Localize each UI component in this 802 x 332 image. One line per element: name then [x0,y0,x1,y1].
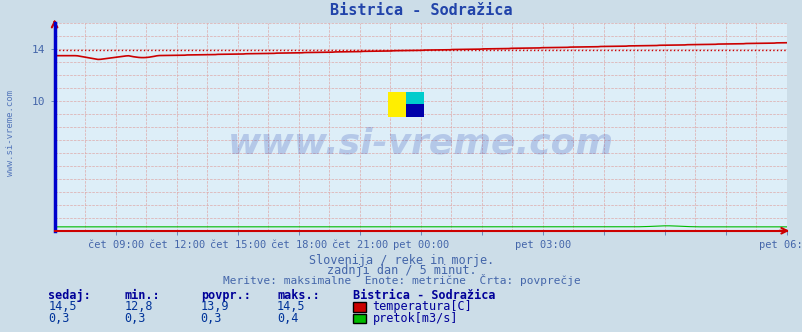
Text: maks.:: maks.: [277,289,319,302]
Text: 12,8: 12,8 [124,300,152,313]
Text: www.si-vreme.com: www.si-vreme.com [6,90,15,176]
Text: 13,9: 13,9 [200,300,229,313]
Text: sedaj:: sedaj: [48,289,91,302]
Bar [387,92,406,117]
Text: povpr.:: povpr.: [200,289,250,302]
Text: 14,5: 14,5 [277,300,305,313]
Text: min.:: min.: [124,289,160,302]
Text: Slovenija / reke in morje.: Slovenija / reke in morje. [309,254,493,267]
Text: 0,3: 0,3 [124,312,146,325]
Text: 14,5: 14,5 [48,300,76,313]
Text: 0,4: 0,4 [277,312,298,325]
Text: Bistrica - Sodražica: Bistrica - Sodražica [353,289,495,302]
Text: zadnji dan / 5 minut.: zadnji dan / 5 minut. [326,264,476,277]
Bar [406,92,424,104]
Title: Bistrica - Sodražica: Bistrica - Sodražica [329,3,512,18]
Text: 0,3: 0,3 [48,312,70,325]
Text: pretok[m3/s]: pretok[m3/s] [372,312,457,325]
Bar [406,104,424,117]
Text: 0,3: 0,3 [200,312,222,325]
Text: temperatura[C]: temperatura[C] [372,300,472,313]
Text: Meritve: maksimalne  Enote: metrične  Črta: povprečje: Meritve: maksimalne Enote: metrične Črta… [222,274,580,286]
Text: www.si-vreme.com: www.si-vreme.com [228,126,613,161]
